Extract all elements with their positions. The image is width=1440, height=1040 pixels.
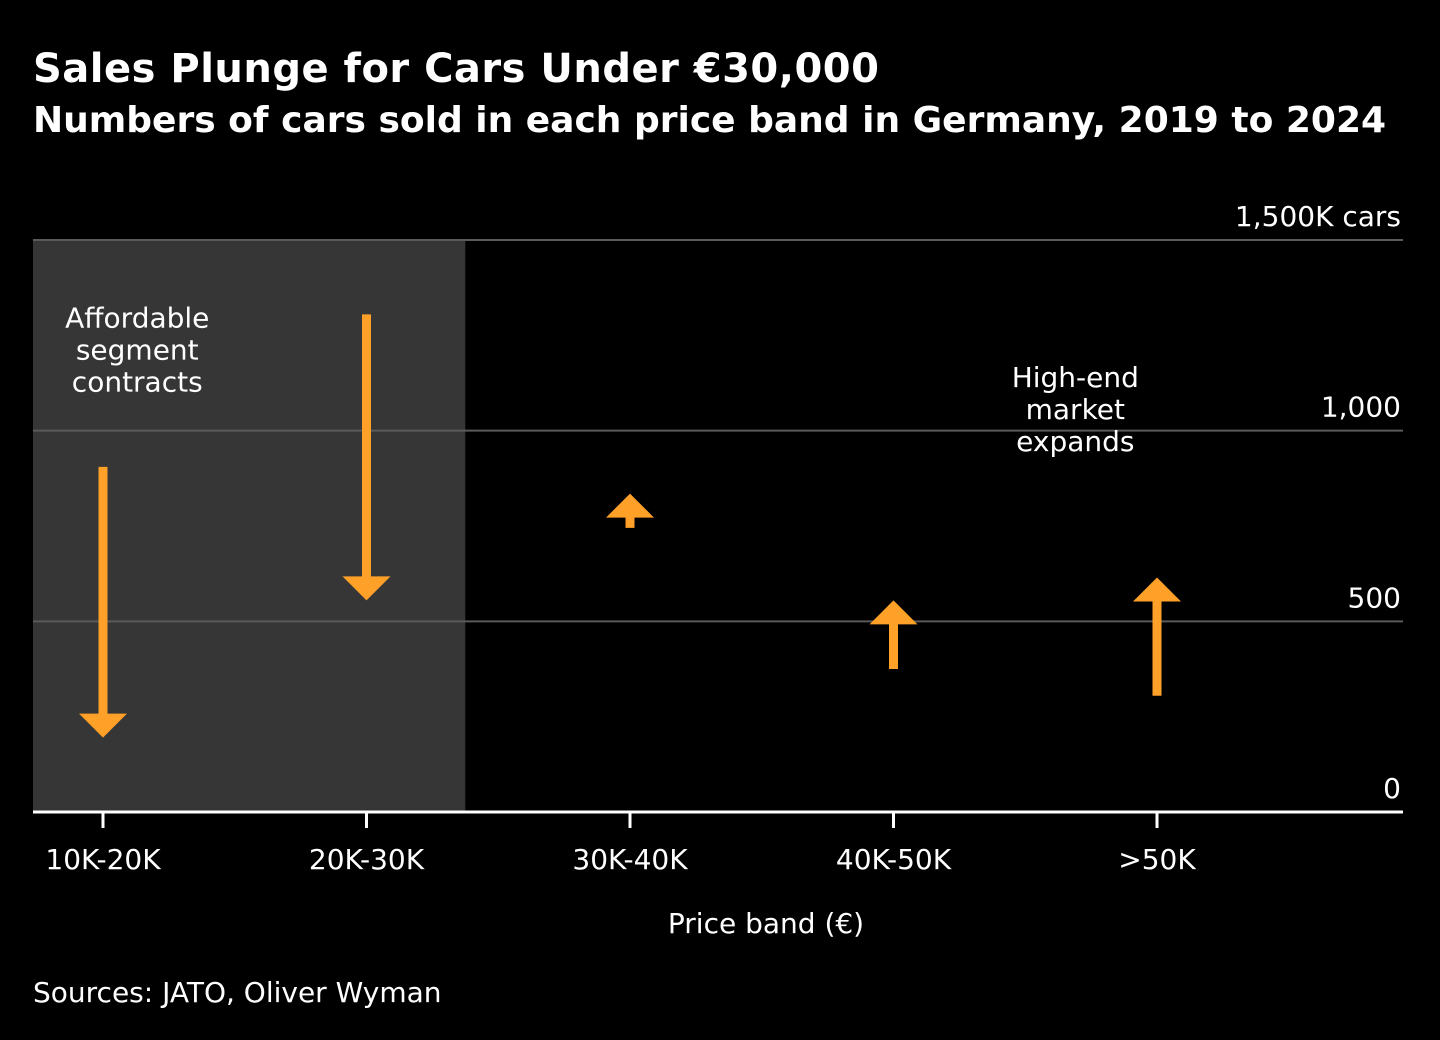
x-tick-label: 10K-20K bbox=[45, 843, 161, 876]
annotation-line: expands bbox=[1016, 425, 1134, 458]
annotation-line: market bbox=[1026, 393, 1125, 426]
y-tick-label: 500 bbox=[1348, 581, 1401, 614]
source-note: Sources: JATO, Oliver Wyman bbox=[33, 976, 442, 1009]
annotations: Affordable segment contracts High-end market… bbox=[65, 302, 1139, 458]
chart-subtitle: Numbers of cars sold in each price band … bbox=[33, 100, 1387, 141]
arrow-up bbox=[1133, 577, 1181, 696]
y-tick-label: 1,500K cars bbox=[1235, 200, 1401, 233]
x-tick-label: 40K-50K bbox=[836, 843, 952, 876]
gridlines bbox=[33, 239, 1403, 623]
x-axis-label: Price band (€) bbox=[668, 907, 864, 940]
annotation-line: contracts bbox=[72, 366, 203, 399]
y-tick-labels: 0 500 1,000 1,500K cars bbox=[1235, 200, 1401, 805]
x-tick-label: 30K-40K bbox=[572, 843, 688, 876]
arrow-up bbox=[606, 493, 654, 528]
annotation-line: High-end bbox=[1012, 361, 1139, 394]
annotation-line: segment bbox=[76, 334, 199, 367]
arrow-down bbox=[342, 314, 391, 601]
arrows bbox=[79, 314, 1181, 738]
x-ticks: 10K-20K 20K-30K 30K-40K 40K-50K >50K bbox=[45, 812, 1196, 876]
annotation: Affordable segment contracts bbox=[65, 302, 209, 399]
annotation-line: Affordable bbox=[65, 302, 209, 335]
y-tick-label: 0 bbox=[1383, 772, 1401, 805]
chart-title: Sales Plunge for Cars Under €30,000 bbox=[33, 46, 880, 92]
x-tick-label: >50K bbox=[1118, 843, 1196, 876]
x-tick-label: 20K-30K bbox=[309, 843, 425, 876]
annotation: High-end market expands bbox=[1012, 361, 1139, 458]
arrow-up bbox=[869, 600, 918, 669]
y-tick-label: 1,000 bbox=[1321, 391, 1401, 424]
arrow-down bbox=[79, 466, 127, 738]
